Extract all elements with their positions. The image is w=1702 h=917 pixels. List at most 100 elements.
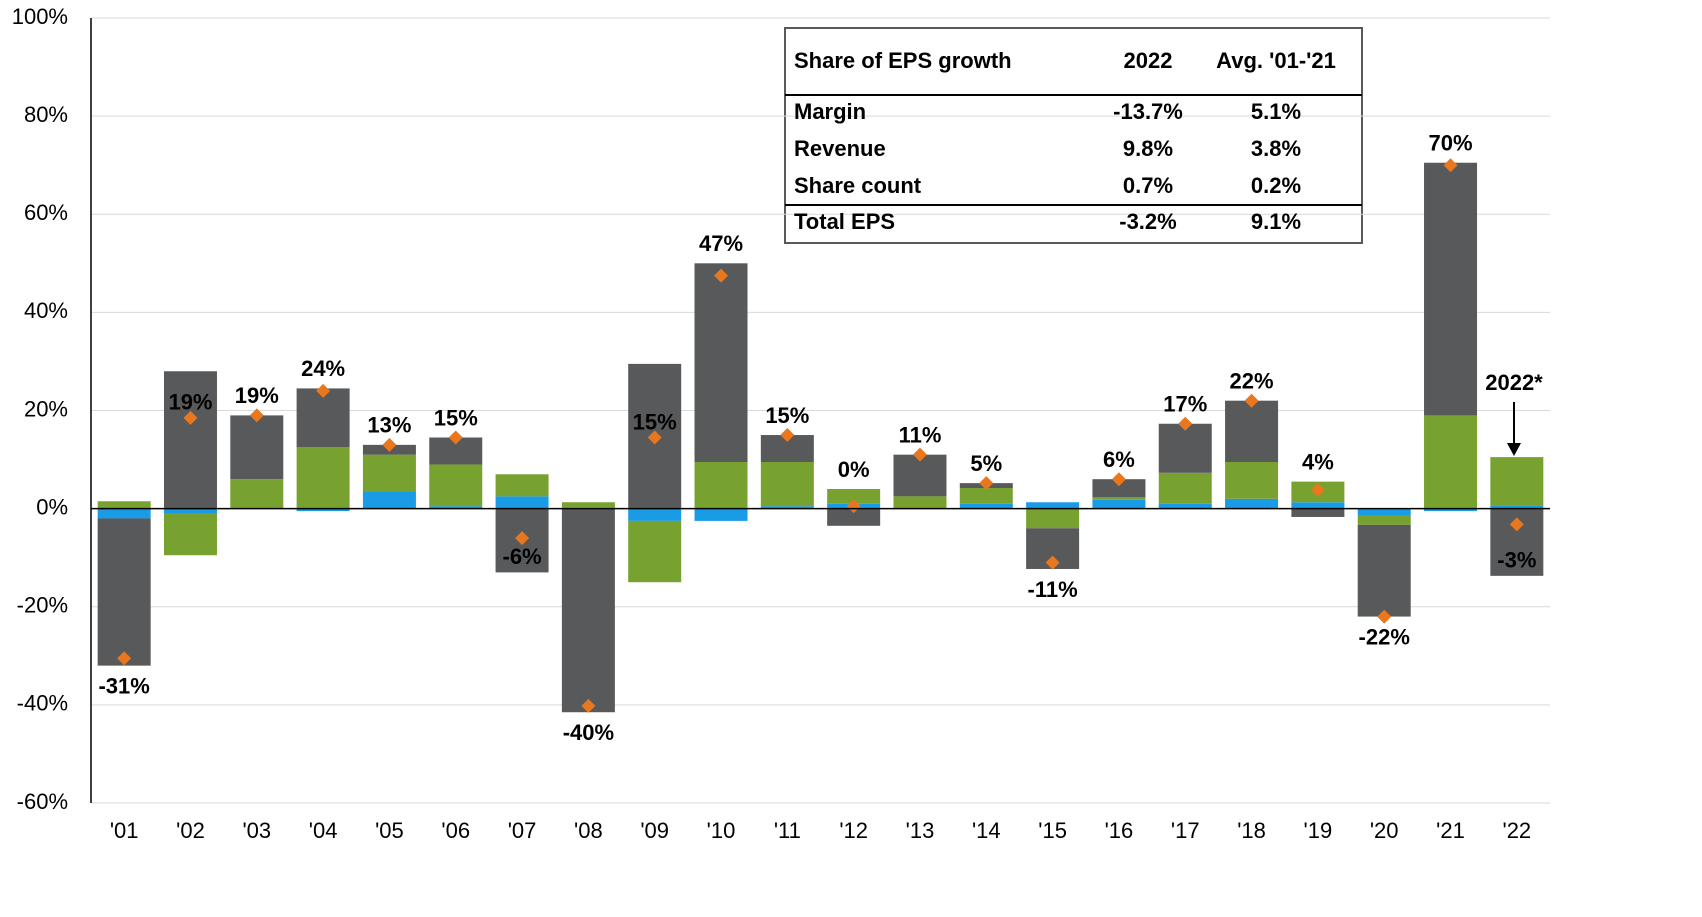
bar-segment: [1291, 502, 1345, 509]
table-row-label: Revenue: [794, 136, 886, 161]
table-header: 2022: [1124, 48, 1173, 73]
table-cell: 0.2%: [1251, 173, 1301, 198]
marker: [1178, 416, 1193, 431]
data-label: 6%: [1103, 447, 1135, 472]
data-label: 13%: [367, 413, 411, 438]
bar-segment: [1158, 423, 1212, 473]
bar-segment: [760, 462, 814, 507]
x-tick-label: '12: [839, 818, 868, 843]
marker: [912, 447, 927, 462]
marker: [581, 698, 596, 713]
table-box: [784, 27, 1363, 244]
bar-segment: [1424, 508, 1478, 512]
data-label: -31%: [98, 673, 149, 698]
bar-segment: [97, 501, 151, 509]
table-cell: -13.7%: [1113, 99, 1183, 124]
data-label: -3%: [1497, 548, 1536, 573]
marker: [1377, 609, 1392, 624]
bar-segment: [827, 508, 881, 526]
bar-segment: [760, 506, 814, 509]
table-cell: -3.2%: [1119, 209, 1176, 234]
marker: [448, 430, 463, 445]
marker: [117, 651, 132, 666]
data-label: -6%: [503, 544, 542, 569]
data-label: -11%: [1028, 577, 1078, 602]
marker: [515, 531, 530, 546]
y-tick-label: 20%: [24, 396, 68, 421]
x-tick-label: '22: [1503, 818, 1532, 843]
marker: [1244, 393, 1259, 408]
table-cell: 9.8%: [1123, 136, 1173, 161]
bar-segment: [1225, 400, 1279, 463]
annotation: 2022*: [1485, 370, 1543, 395]
bar-segment: [163, 513, 217, 556]
data-label: 4%: [1302, 449, 1334, 474]
x-tick-label: '16: [1105, 818, 1134, 843]
x-tick-label: '21: [1436, 818, 1465, 843]
table-cell: 5.1%: [1251, 99, 1301, 124]
data-label: 15%: [434, 405, 478, 430]
bar-segment: [1424, 415, 1478, 509]
y-tick-label: 0%: [36, 494, 68, 519]
marker: [846, 499, 861, 514]
table-cell: 3.8%: [1251, 136, 1301, 161]
bar-segment: [1291, 508, 1345, 517]
x-tick-label: '11: [774, 818, 801, 843]
bar-segment: [1225, 462, 1279, 499]
table-cell: 9.1%: [1251, 209, 1301, 234]
data-label: 19%: [168, 390, 212, 415]
x-tick-label: '10: [707, 818, 736, 843]
bar-segment: [163, 508, 217, 514]
bar-segment: [893, 496, 947, 509]
data-label: 47%: [699, 231, 743, 256]
bar-segment: [296, 447, 350, 509]
data-label: -40%: [563, 720, 614, 745]
bar-segment: [1026, 508, 1080, 529]
marker: [979, 476, 994, 491]
marker: [1443, 158, 1458, 173]
bar-segment: [362, 491, 416, 509]
bar-segment: [1225, 498, 1279, 509]
marker: [382, 437, 397, 452]
x-tick-label: '13: [906, 818, 935, 843]
marker: [1045, 555, 1060, 570]
bar-segment: [1490, 457, 1544, 506]
bar-segment: [230, 415, 284, 480]
bar-segment: [1490, 505, 1544, 509]
x-tick-label: '02: [176, 818, 205, 843]
table-row-label: Share count: [794, 173, 922, 198]
table-header: Share of EPS growth: [794, 48, 1012, 73]
table-row-label: Margin: [794, 99, 866, 124]
y-tick-label: 100%: [12, 4, 68, 29]
bar-segment: [97, 518, 151, 666]
x-tick-label: '17: [1171, 818, 1200, 843]
bar-segment: [1158, 503, 1212, 509]
bar-segment: [1357, 508, 1411, 516]
x-tick-label: '18: [1237, 818, 1266, 843]
bar-segment: [296, 508, 350, 512]
bar-segment: [163, 371, 217, 509]
x-tick-label: '14: [972, 818, 1001, 843]
table-cell: 0.7%: [1123, 173, 1173, 198]
bar-segment: [827, 489, 881, 504]
bar-segment: [1424, 162, 1478, 416]
bar-segment: [628, 508, 682, 521]
y-tick-label: -40%: [17, 691, 68, 716]
marker: [1509, 517, 1524, 532]
bar-segment: [1092, 499, 1146, 509]
bar-segment: [1092, 479, 1146, 498]
x-tick-label: '06: [441, 818, 470, 843]
data-label: 22%: [1230, 369, 1274, 394]
data-label: 11%: [899, 422, 942, 447]
annotation-arrowhead: [1507, 443, 1521, 456]
x-tick-label: '08: [574, 818, 603, 843]
marker: [1310, 482, 1325, 497]
y-tick-label: 60%: [24, 200, 68, 225]
x-tick-label: '07: [508, 818, 537, 843]
bar-segment: [296, 388, 350, 448]
y-tick-label: -60%: [17, 789, 68, 814]
marker: [647, 430, 662, 445]
data-label: 15%: [765, 403, 809, 428]
bar-segment: [429, 464, 483, 507]
